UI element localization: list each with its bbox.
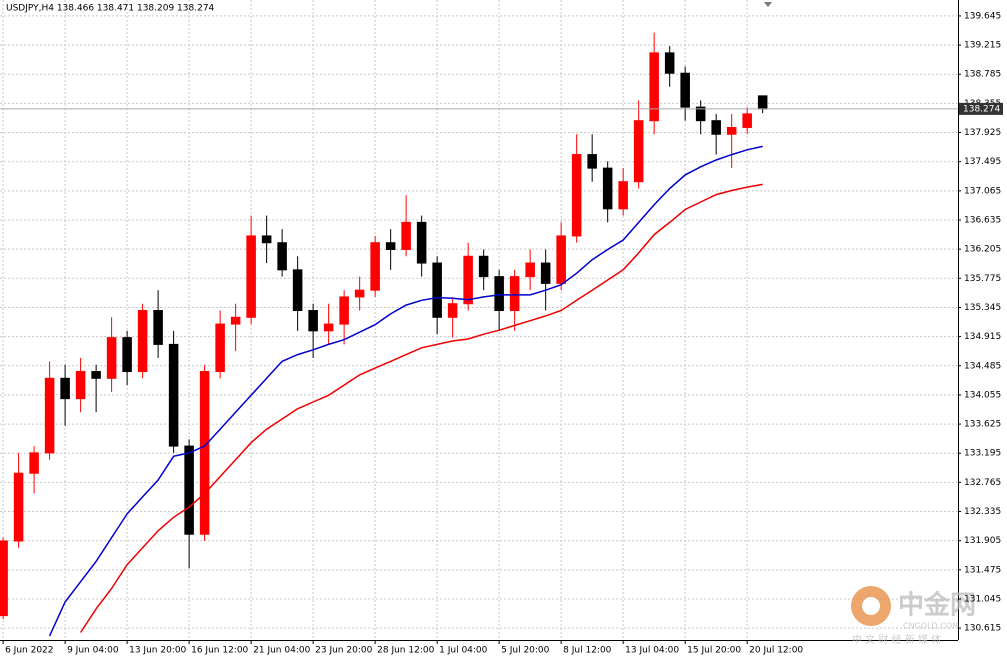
candle-body	[726, 126, 737, 135]
candle-body	[354, 289, 365, 298]
watermark-logo-inner	[862, 597, 880, 615]
candle-body	[246, 235, 256, 318]
marks	[0, 32, 768, 637]
y-tick-label: 139.645	[964, 11, 1001, 21]
y-tick-label: 139.215	[964, 41, 1001, 51]
x-tick-label: 5 Jul 20:00	[501, 646, 550, 656]
x-tick-label: 20 Jul 12:00	[749, 646, 803, 656]
candle-body	[695, 106, 706, 122]
candle-body	[432, 262, 442, 318]
candle-body	[494, 276, 504, 312]
candle-body	[13, 472, 24, 542]
candle-body	[618, 181, 628, 210]
candle-body	[664, 52, 675, 74]
watermark-brand: 中金网	[898, 590, 976, 621]
watermark-site: CNGOLD.COM	[903, 622, 959, 631]
candle-body	[261, 235, 272, 244]
candle-body	[649, 52, 659, 122]
candle-body	[44, 377, 55, 454]
candle-body	[711, 120, 721, 135]
y-tick-label: 134.915	[964, 332, 1001, 342]
y-tick-label: 131.045	[964, 594, 1001, 604]
candle-body	[199, 371, 210, 535]
y-tick-label: 131.905	[964, 536, 1001, 546]
y-tick-label: 131.475	[964, 565, 1001, 575]
shift-marker	[764, 2, 772, 7]
y-tick-label: 130.615	[964, 624, 1001, 634]
candle-body	[184, 445, 194, 535]
candle-body	[602, 167, 613, 210]
x-tick-label: 15 Jul 20:00	[687, 646, 741, 656]
y-tick-label: 132.765	[964, 478, 1001, 488]
candle-body	[416, 221, 427, 264]
x-tick-label: 16 Jun 12:00	[191, 646, 248, 656]
y-tick-label: 136.635	[964, 216, 1001, 226]
x-tick-label: 9 Jun 04:00	[67, 646, 119, 656]
candle-body	[323, 323, 334, 332]
candle-body	[106, 337, 117, 379]
current-price-label: 138.274	[963, 104, 1000, 114]
candle-body	[29, 452, 39, 474]
candle-body	[0, 540, 8, 617]
watermark: 中金网 CNGOLD.COM 中 文 财 经 新 媒 体	[851, 586, 976, 646]
candle-body	[91, 371, 101, 379]
y-tick-label: 137.065	[964, 186, 1001, 196]
candle-body	[215, 323, 225, 373]
y-tick-label: 132.335	[964, 507, 1001, 517]
candle-body	[463, 255, 473, 305]
y-tick-label: 136.205	[964, 245, 1001, 255]
candle-body	[137, 310, 148, 373]
candle-body	[308, 310, 318, 332]
y-tick-label: 135.345	[964, 303, 1001, 313]
y-tick-label: 137.495	[964, 157, 1001, 167]
candle-body	[339, 296, 349, 325]
candle-body	[153, 310, 163, 345]
candle-body	[292, 269, 303, 312]
current-price-box	[959, 102, 1003, 115]
candle-body	[401, 221, 411, 250]
candle-body	[370, 242, 380, 291]
x-tick-label: 13 Jul 04:00	[625, 646, 679, 656]
candle-body	[525, 262, 535, 278]
watermark-slogan: 中 文 财 经 新 媒 体	[852, 633, 941, 646]
x-tick-label: 1 Jul 04:00	[439, 646, 488, 656]
candle-body	[277, 242, 287, 271]
y-tick-label: 133.195	[964, 449, 1001, 459]
y-tick-label: 134.055	[964, 390, 1001, 400]
y-tick-label: 135.775	[964, 274, 1001, 284]
candle-body	[509, 276, 520, 312]
candle-body	[122, 337, 132, 373]
candle-body	[633, 120, 644, 183]
x-tick-label: 6 Jun 2022	[5, 646, 53, 656]
x-tick-label: 13 Jun 20:00	[129, 646, 186, 656]
x-tick-label: 21 Jun 04:00	[253, 646, 310, 656]
candle-body	[168, 343, 179, 447]
moving-average	[79, 183, 763, 633]
candle-body	[447, 303, 458, 318]
candle-body	[680, 72, 690, 108]
y-tick-label: 133.625	[964, 420, 1001, 430]
candle-body	[556, 235, 566, 284]
candle-body	[540, 262, 551, 284]
x-tick-label: 28 Jun 12:00	[377, 646, 434, 656]
candle-body	[587, 154, 597, 169]
chart-title: USDJPY,H4 138.466 138.471 138.209 138.27…	[6, 4, 215, 14]
candle-body	[571, 154, 582, 237]
candle-body	[478, 255, 489, 278]
y-tick-label: 137.925	[964, 128, 1001, 138]
candle-body	[757, 95, 768, 110]
candle-body	[385, 242, 396, 250]
candle-body	[742, 113, 752, 128]
candle-body	[60, 377, 70, 400]
x-tick-label: 8 Jul 12:00	[563, 646, 612, 656]
candle-body	[230, 316, 241, 325]
moving-average	[48, 145, 763, 637]
candle-body	[75, 371, 86, 400]
y-tick-label: 138.785	[964, 70, 1001, 80]
y-tick-label: 134.485	[964, 361, 1001, 371]
x-tick-label: 23 Jun 20:00	[315, 646, 372, 656]
